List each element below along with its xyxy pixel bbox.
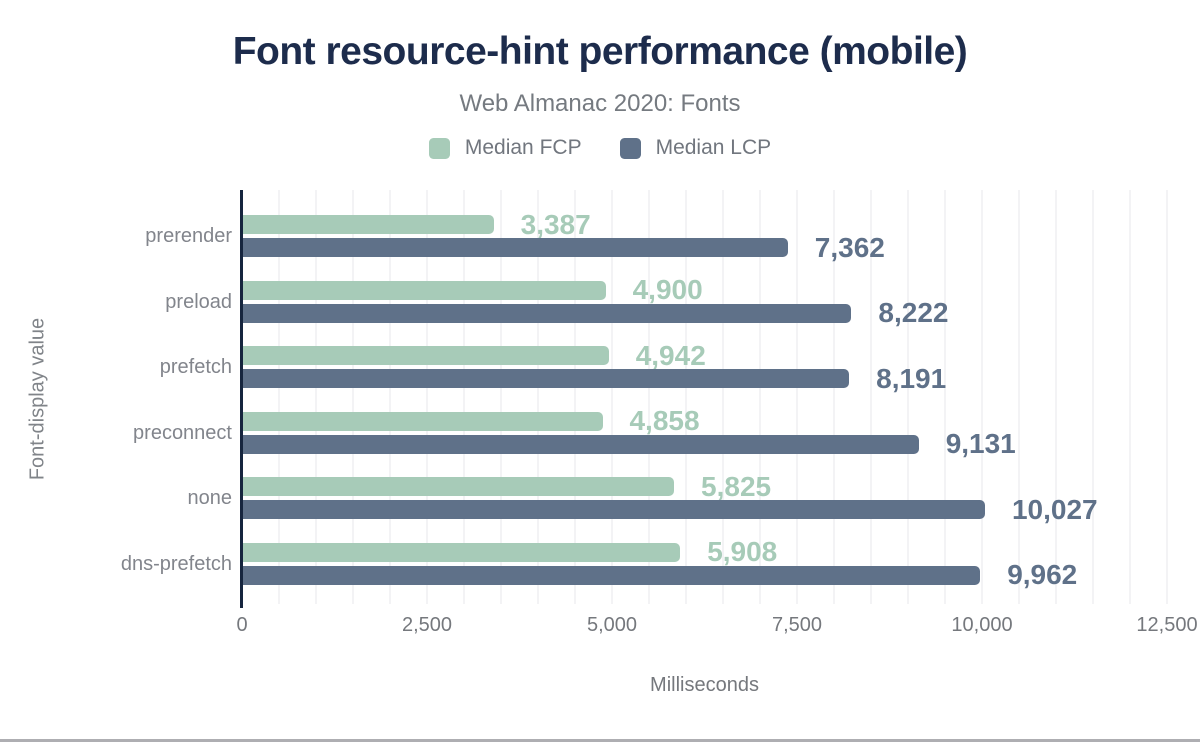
gridline-7000 (759, 190, 761, 604)
bar-median-lcp-preconnect[interactable] (243, 434, 919, 454)
window-bottom-edge (0, 739, 1200, 742)
category-label-preload: preload (165, 290, 232, 313)
y-axis-title: Font-display value (26, 317, 49, 481)
value-label-median-lcp-dns-prefetch: 9,962 (1007, 559, 1078, 590)
gridline-5500 (648, 190, 650, 604)
legend-item-median-lcp: Median LCP (619, 136, 772, 160)
value-label-median-fcp-prefetch: 4,942 (635, 339, 706, 371)
x-tick-10000: 10,000 (951, 614, 1013, 636)
value-label-median-lcp-prefetch: 8,191 (876, 362, 947, 394)
bar-median-fcp-preconnect[interactable] (243, 411, 603, 431)
value-label-median-fcp-preload: 4,900 (632, 274, 703, 305)
gridline-9500 (944, 190, 946, 604)
value-label-median-lcp-none: 10,027 (1011, 493, 1098, 525)
x-axis-title: Milliseconds (650, 674, 759, 696)
gridline-1000 (315, 190, 317, 604)
y-axis-baseline (240, 190, 243, 608)
bar-median-lcp-dns-prefetch[interactable] (243, 565, 981, 585)
value-label-median-lcp-prerender: 7,362 (814, 231, 885, 263)
category-label-preconnect: preconnect (133, 421, 232, 444)
gridline-10000 (981, 190, 983, 604)
legend-label-median-lcp: Median LCP (655, 136, 772, 159)
value-label-median-fcp-prerender: 3,387 (520, 208, 591, 240)
legend-label-median-fcp: Median FCP (464, 136, 582, 159)
x-tick-12500: 12,500 (1136, 614, 1198, 636)
gridline-3500 (500, 190, 502, 604)
legend-swatch-median-fcp (428, 137, 450, 159)
gridline-1500 (352, 190, 354, 604)
gridline-4500 (574, 190, 576, 604)
gridline-12000 (1129, 190, 1131, 604)
bar-median-fcp-prerender[interactable] (243, 215, 494, 234)
value-label-median-lcp-preconnect: 9,131 (945, 428, 1016, 459)
gridline-500 (278, 190, 280, 604)
bar-median-fcp-prefetch[interactable] (243, 346, 609, 365)
gridline-6500 (722, 190, 724, 604)
value-label-median-fcp-none: 5,825 (701, 470, 772, 502)
x-tick-0: 0 (236, 614, 248, 636)
gridline-7500 (796, 190, 798, 604)
gridline-11000 (1055, 190, 1057, 604)
legend-item-median-fcp: Median FCP (428, 136, 582, 160)
bar-median-lcp-preload[interactable] (243, 303, 852, 323)
category-label-prerender: prerender (145, 225, 232, 247)
x-tick-7500: 7,500 (771, 614, 823, 636)
x-tick-2500: 2,500 (401, 614, 453, 636)
gridline-12500 (1166, 190, 1168, 604)
bar-median-lcp-prefetch[interactable] (243, 369, 850, 388)
gridline-2500 (426, 190, 428, 604)
gridline-9000 (907, 190, 909, 604)
legend: Median FCP Median LCP (0, 136, 1200, 160)
bar-median-fcp-dns-prefetch[interactable] (243, 542, 681, 562)
gridline-8000 (833, 190, 835, 604)
gridline-2000 (389, 190, 391, 604)
category-label-none: none (187, 487, 233, 509)
category-label-prefetch: prefetch (159, 356, 232, 378)
gridline-11500 (1092, 190, 1094, 604)
gridline-8500 (870, 190, 872, 604)
x-tick-5000: 5,000 (586, 614, 638, 636)
category-label-dns-prefetch: dns-prefetch (120, 552, 232, 575)
chart-title: Font resource-hint performance (mobile) (232, 30, 968, 73)
gridline-4000 (537, 190, 539, 604)
legend-swatch-median-lcp (619, 137, 641, 159)
bar-median-lcp-none[interactable] (243, 500, 985, 519)
gridline-10500 (1018, 190, 1020, 604)
bar-median-lcp-prerender[interactable] (243, 238, 788, 257)
value-label-median-fcp-preconnect: 4,858 (629, 405, 700, 436)
value-label-median-fcp-dns-prefetch: 5,908 (707, 536, 778, 567)
gridline-6000 (685, 190, 687, 604)
bar-median-fcp-preload[interactable] (243, 280, 606, 300)
gridline-3000 (463, 190, 465, 604)
gridline-5000 (611, 190, 613, 604)
chart-subtitle: Web Almanac 2020: Fonts (459, 90, 741, 117)
value-label-median-lcp-preload: 8,222 (878, 297, 949, 328)
bar-median-fcp-none[interactable] (243, 477, 674, 496)
